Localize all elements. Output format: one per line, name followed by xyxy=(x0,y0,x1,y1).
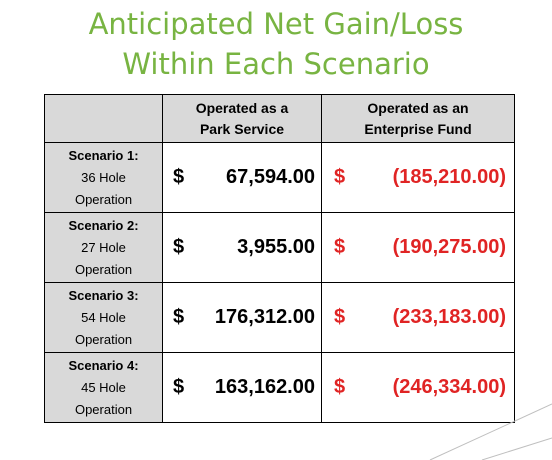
enterprise-fund-amount-cell: $ (185,210.00) xyxy=(321,142,515,213)
currency-symbol: $ xyxy=(173,236,185,258)
scenario-label-cell: Scenario 1: 36 Hole Operation xyxy=(44,142,163,213)
enterprise-fund-amount-cell: $ (233,183.00) xyxy=(321,282,515,353)
park-service-amount-cell: $ 176,312.00 xyxy=(162,282,322,353)
header-enterprise-fund: Operated as an Enterprise Fund xyxy=(321,94,515,143)
slide-title: Anticipated Net Gain/Loss Within Each Sc… xyxy=(0,4,552,84)
park-service-amount: 67,594.00 xyxy=(226,166,315,188)
decor-line-lower xyxy=(481,437,552,460)
scenario-operation: Operation xyxy=(74,261,133,277)
title-line-2: Within Each Scenario xyxy=(122,47,430,81)
scenario-name: Scenario 4: xyxy=(68,357,139,373)
scenario-label-cell: Scenario 4: 45 Hole Operation xyxy=(44,352,163,423)
scenario-holes: 54 Hole xyxy=(81,309,126,325)
table-row: Scenario 1: 36 Hole Operation $ 67,594.0… xyxy=(44,142,515,213)
scenario-name: Scenario 2: xyxy=(68,217,139,233)
currency-symbol: $ xyxy=(334,376,346,398)
park-service-amount: 163,162.00 xyxy=(214,376,315,398)
table-row: Scenario 2: 27 Hole Operation $ 3,955.00… xyxy=(44,212,515,283)
scenario-operation: Operation xyxy=(74,401,133,417)
currency-symbol: $ xyxy=(334,236,346,258)
currency-symbol: $ xyxy=(173,376,185,398)
scenario-name: Scenario 3: xyxy=(68,287,139,303)
scenario-operation: Operation xyxy=(74,191,133,207)
table-row: Scenario 3: 54 Hole Operation $ 176,312.… xyxy=(44,282,515,353)
enterprise-fund-amount: (185,210.00) xyxy=(392,166,506,188)
scenario-holes: 36 Hole xyxy=(81,169,126,185)
scenario-operation: Operation xyxy=(74,331,133,347)
enterprise-fund-amount: (233,183.00) xyxy=(392,306,506,328)
currency-symbol: $ xyxy=(173,166,185,188)
park-service-amount: 3,955.00 xyxy=(237,236,315,258)
header-corner-cell xyxy=(44,94,163,143)
enterprise-fund-amount: (190,275.00) xyxy=(392,236,506,258)
park-service-amount: 176,312.00 xyxy=(214,306,315,328)
scenario-label-cell: Scenario 3: 54 Hole Operation xyxy=(44,282,163,353)
enterprise-fund-amount-cell: $ (190,275.00) xyxy=(321,212,515,283)
scenario-holes: 45 Hole xyxy=(81,379,126,395)
park-service-amount-cell: $ 3,955.00 xyxy=(162,212,322,283)
scenario-holes: 27 Hole xyxy=(81,239,126,255)
header-park-service: Operated as a Park Service xyxy=(162,94,322,143)
currency-symbol: $ xyxy=(173,306,185,328)
currency-symbol: $ xyxy=(334,306,346,328)
scenario-label-cell: Scenario 2: 27 Hole Operation xyxy=(44,212,163,283)
enterprise-fund-amount: (246,334.00) xyxy=(392,376,506,398)
table-row: Scenario 4: 45 Hole Operation $ 163,162.… xyxy=(44,352,515,423)
title-line-1: Anticipated Net Gain/Loss xyxy=(88,7,464,41)
park-service-amount-cell: $ 163,162.00 xyxy=(162,352,322,423)
enterprise-fund-amount-cell: $ (246,334.00) xyxy=(321,352,515,423)
currency-symbol: $ xyxy=(334,166,346,188)
scenario-name: Scenario 1: xyxy=(68,147,139,163)
park-service-amount-cell: $ 67,594.00 xyxy=(162,142,322,213)
scenario-table: Operated as a Park Service Operated as a… xyxy=(44,94,515,423)
table-header-row: Operated as a Park Service Operated as a… xyxy=(44,94,515,143)
